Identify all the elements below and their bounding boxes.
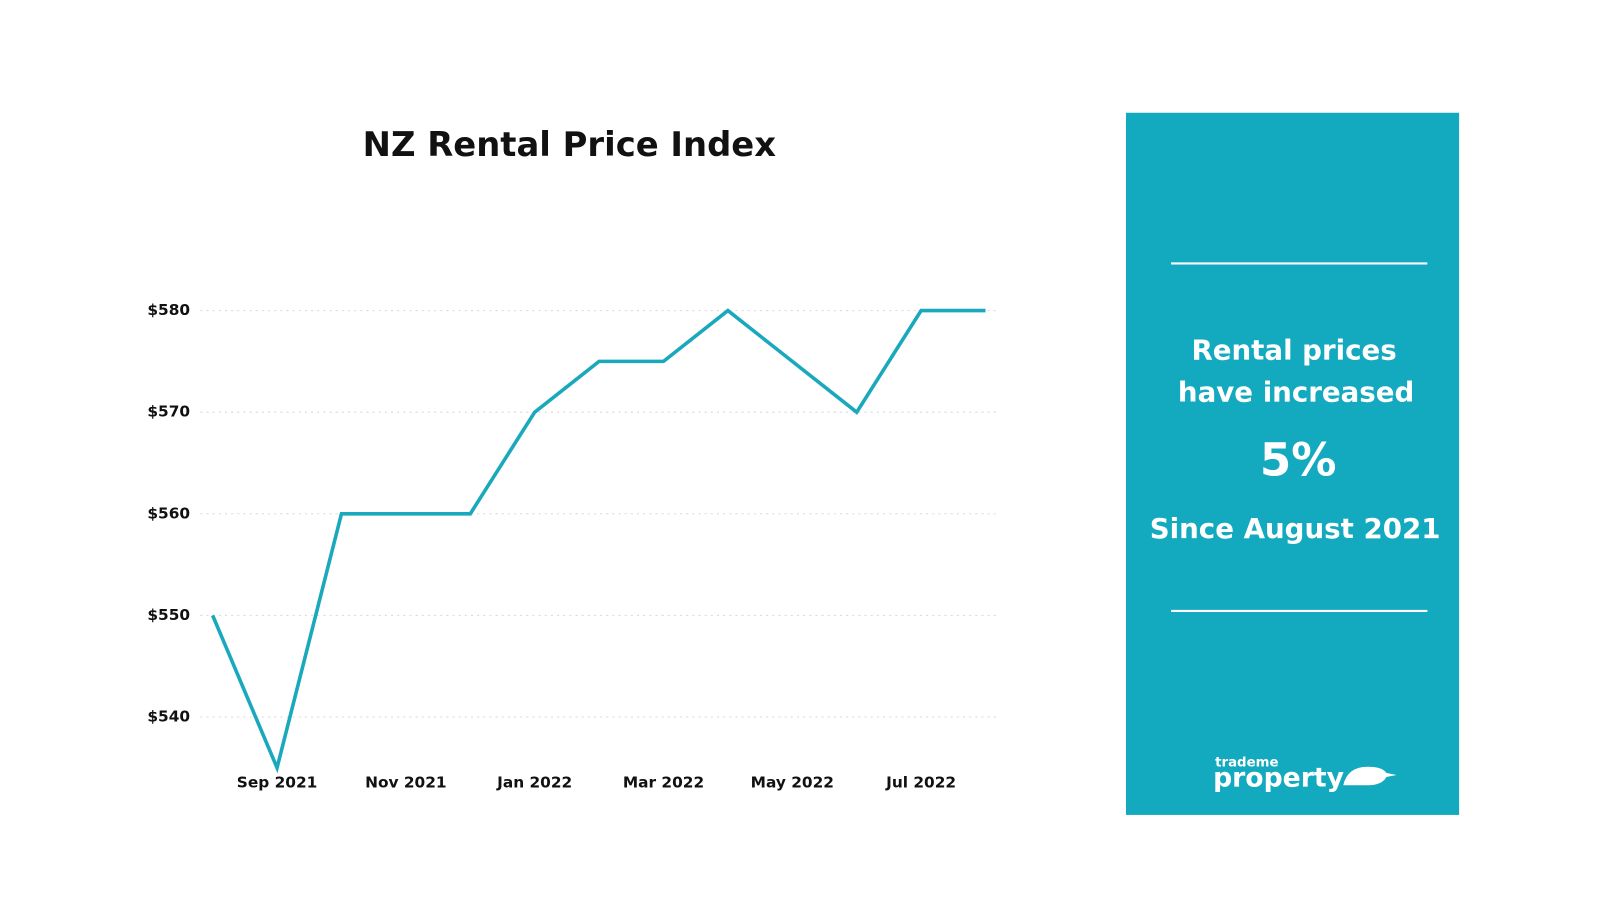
data-line bbox=[210, 308, 986, 774]
y-tick-label: $550 bbox=[147, 606, 190, 624]
logo-small: trademe bbox=[1215, 756, 1278, 771]
chart-title: NZ Rental Price Index bbox=[363, 125, 777, 164]
x-tick-label: Nov 2021 bbox=[365, 774, 447, 792]
summary-panel bbox=[1125, 112, 1460, 815]
y-tick-label: $560 bbox=[147, 504, 190, 522]
x-tick-label: May 2022 bbox=[751, 774, 834, 792]
panel-text: Rental prices bbox=[1191, 334, 1396, 367]
x-tick-label: Mar 2022 bbox=[623, 774, 704, 792]
panel-text: Since August 2021 bbox=[1150, 512, 1441, 545]
y-tick-label: $570 bbox=[147, 403, 190, 421]
panel-figure: 5% bbox=[1260, 433, 1337, 486]
logo-kiwi bbox=[1343, 766, 1397, 786]
x-tick-label: Jan 2022 bbox=[496, 774, 572, 792]
logo-big: property bbox=[1213, 763, 1344, 794]
x-tick-label: Sep 2021 bbox=[237, 774, 318, 792]
x-tick-label: Jul 2022 bbox=[885, 774, 956, 792]
y-tick-label: $540 bbox=[147, 707, 190, 725]
panel-text: have increased bbox=[1178, 376, 1414, 409]
y-tick-label: $580 bbox=[147, 301, 190, 319]
